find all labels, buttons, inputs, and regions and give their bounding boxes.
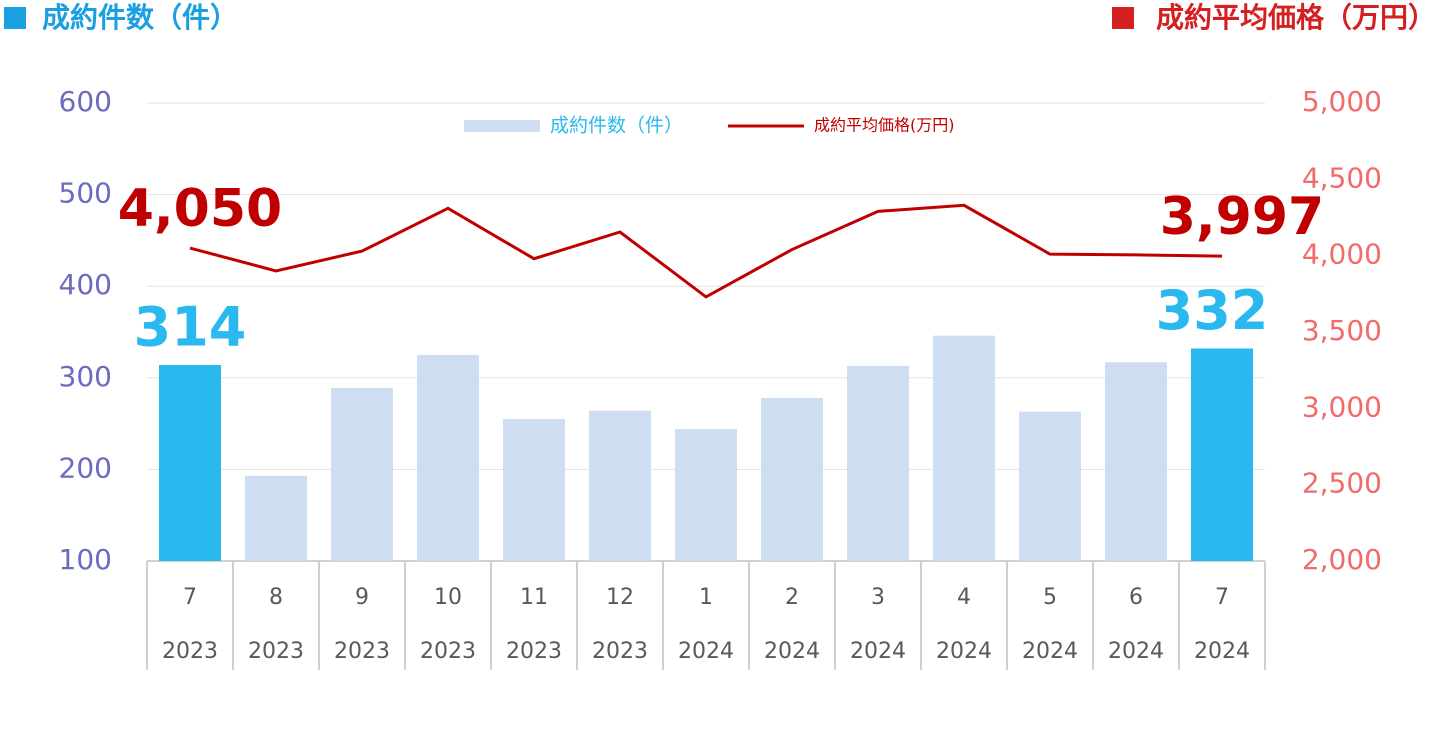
left-header: 成約件数（件） [42, 1, 238, 34]
line-value-label: 3,997 [1160, 187, 1324, 247]
legend-swatch [464, 120, 540, 132]
x-tick-label: 9 [355, 585, 369, 610]
y-tick-label: 200 [59, 451, 112, 484]
x-tick-label: 7 [183, 585, 197, 610]
left-header-marker [4, 7, 26, 29]
y-tick-label: 400 [59, 268, 112, 301]
x-tick-label: 6 [1129, 585, 1143, 610]
x-year-label: 2024 [764, 639, 820, 664]
line-value-label: 4,050 [118, 179, 282, 239]
x-year-label: 2024 [678, 639, 734, 664]
x-year-label: 2023 [506, 639, 562, 664]
x-tick-label: 1 [699, 585, 713, 610]
bar-value-label: 332 [1156, 279, 1269, 342]
x-year-label: 2023 [162, 639, 218, 664]
bar [159, 364, 221, 561]
y2-tick-label: 3,000 [1302, 390, 1382, 423]
y2-tick-label: 5,000 [1302, 85, 1382, 118]
y-tick-label: 300 [59, 360, 112, 393]
x-tick-label: 4 [957, 585, 971, 610]
x-year-label: 2023 [420, 639, 476, 664]
y2-tick-label: 4,000 [1302, 238, 1382, 271]
y2-tick-label: 2,000 [1302, 543, 1382, 576]
legend-label: 成約平均価格(万円) [814, 116, 955, 135]
x-year-label: 2024 [1022, 639, 1078, 664]
y-tick-label: 500 [59, 177, 112, 210]
bar [245, 475, 307, 561]
bar [847, 365, 909, 561]
bar [589, 410, 651, 561]
y2-tick-label: 4,500 [1302, 161, 1382, 194]
bar [503, 419, 565, 561]
right-header: 成約平均価格（万円） [1156, 1, 1436, 34]
legend-label: 成約件数（件） [550, 115, 683, 137]
bar [417, 354, 479, 561]
bar [1019, 411, 1081, 561]
y2-tick-label: 2,500 [1302, 467, 1382, 500]
line [189, 203, 1223, 299]
bar [1105, 362, 1167, 561]
x-tick-label: 11 [520, 585, 548, 610]
x-year-label: 2023 [334, 639, 390, 664]
x-tick-label: 8 [269, 585, 283, 610]
right-header-marker [1112, 7, 1134, 29]
x-year-label: 2024 [1194, 639, 1250, 664]
x-tick-label: 3 [871, 585, 885, 610]
x-year-label: 2024 [936, 639, 992, 664]
bar [933, 335, 995, 561]
x-year-label: 2024 [850, 639, 906, 664]
bar [761, 397, 823, 561]
y-tick-label: 600 [59, 85, 112, 118]
x-year-label: 2023 [248, 639, 304, 664]
bar-value-label: 314 [134, 296, 247, 359]
bar [1191, 348, 1253, 561]
x-year-label: 2024 [1108, 639, 1164, 664]
x-tick-label: 5 [1043, 585, 1057, 610]
bar [331, 387, 393, 561]
x-tick-label: 10 [434, 585, 462, 610]
bar [675, 429, 737, 561]
y2-tick-label: 3,500 [1302, 314, 1382, 347]
y-tick-label: 100 [59, 543, 112, 576]
x-tick-label: 2 [785, 585, 799, 610]
x-year-label: 2023 [592, 639, 648, 664]
x-tick-label: 7 [1215, 585, 1229, 610]
x-tick-label: 12 [606, 585, 634, 610]
